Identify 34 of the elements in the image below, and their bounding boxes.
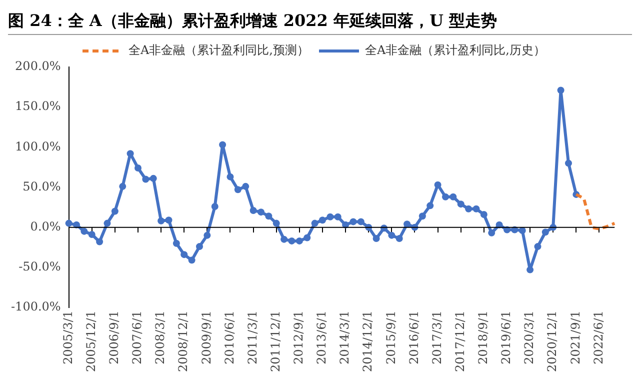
x-tick-label: 2014/12/1	[360, 310, 375, 372]
x-tick-label: 2021/9/1	[568, 310, 582, 364]
x-tick-label: 2018/9/1	[476, 310, 490, 364]
legend-label: 全A非金融（累计盈利同比,预测）	[128, 43, 310, 58]
y-tick-label: -100.0%	[11, 300, 61, 314]
x-tick-label: 2011/12/1	[268, 310, 282, 372]
x-tick-label: 2012/9/1	[292, 310, 306, 364]
x-tick-label: 2017/12/1	[452, 310, 467, 372]
x-tick-label: 2008/12/1	[176, 310, 190, 372]
x-tick-label: 2016/6/1	[406, 310, 421, 364]
x-tick-label: 2020/12/1	[545, 310, 560, 372]
x-tick-label: 2010/6/1	[222, 310, 236, 364]
legend-label: 全A非金融（累计盈利同比,历史）	[365, 43, 546, 58]
x-tick-label: 2005/3/1	[60, 310, 75, 364]
y-tick-label: 100.0%	[15, 139, 61, 154]
x-tick-label: 2022/6/1	[591, 310, 606, 364]
x-tick-label: 2008/3/1	[153, 310, 168, 364]
x-tick-label: 2009/9/1	[199, 310, 214, 364]
y-tick-label: 200.0%	[15, 59, 61, 74]
x-tick-label: 2007/6/1	[130, 310, 144, 364]
x-tick-label: 2006/9/1	[107, 310, 122, 364]
y-tick-label: 150.0%	[15, 99, 61, 114]
y-tick-label: -50.0%	[18, 260, 61, 274]
chart-title: 图 24：全 A（非金融）累计盈利增速 2022 年延续回落，U 型走势	[8, 8, 632, 35]
x-tick-label: 2017/3/1	[430, 310, 444, 364]
y-tick-label: 50.0%	[22, 179, 61, 194]
x-tick-label: 2014/3/1	[338, 310, 352, 364]
x-tick-label: 2005/12/1	[84, 310, 98, 372]
x-tick-label: 2015/9/1	[384, 310, 398, 364]
x-tick-label: 2019/6/1	[499, 310, 514, 364]
x-tick-label: 2011/3/1	[245, 310, 260, 364]
x-tick-label: 2013/6/1	[314, 310, 329, 364]
y-tick-label: 0.0%	[30, 219, 61, 234]
x-tick-label: 2020/3/1	[522, 310, 536, 364]
